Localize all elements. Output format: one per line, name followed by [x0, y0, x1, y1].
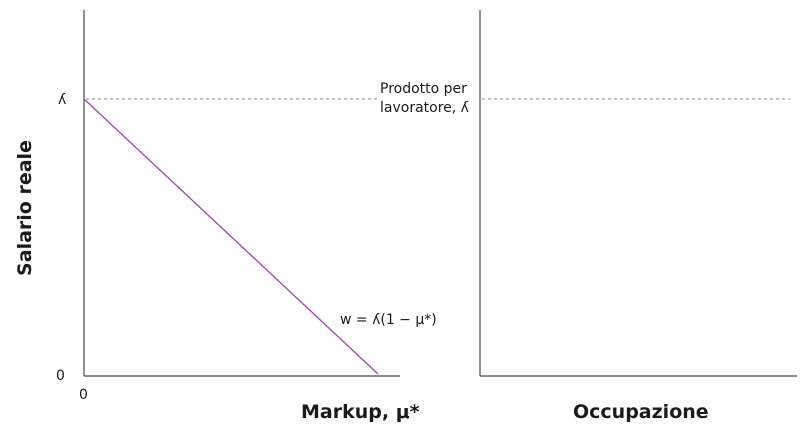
wage-markup-line	[83, 98, 379, 375]
y-axis-title: Salario reale	[14, 140, 36, 276]
product-per-worker-label-line1: Prodotto per	[380, 81, 467, 97]
wage-equation-label: w = ʎ(1 − μ*)	[340, 312, 437, 328]
product-per-worker-label-line2: lavoratore, ʎ	[380, 100, 469, 116]
x-axis-title-occupazione: Occupazione	[573, 401, 709, 423]
right-panel: Occupazione	[479, 10, 797, 423]
left-panel: ʎ 0 0 Prodotto per lavoratore, ʎ w = ʎ(1…	[14, 10, 469, 423]
y-tick-zero: 0	[56, 368, 65, 384]
x-axis-title-markup: Markup, μ*	[301, 401, 420, 423]
y-tick-lambda: ʎ	[58, 92, 66, 108]
x-tick-zero: 0	[79, 387, 88, 403]
